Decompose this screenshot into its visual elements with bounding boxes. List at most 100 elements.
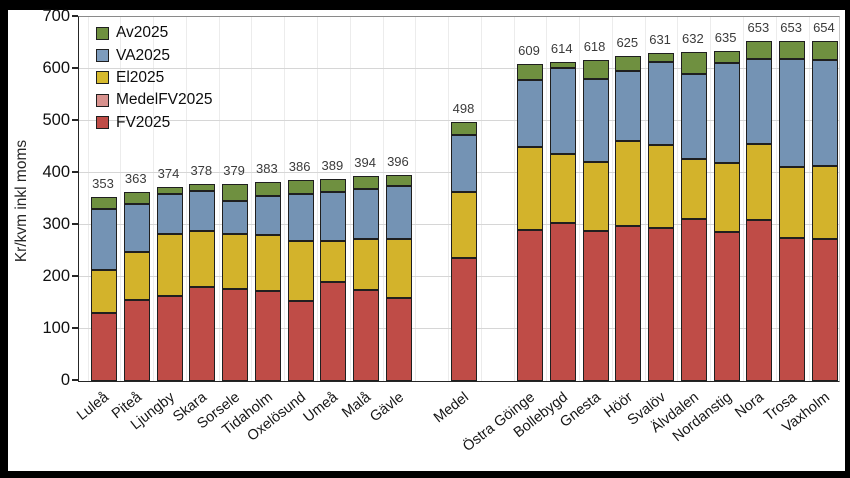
bar-total-label: 498 xyxy=(452,101,475,116)
vertical-gridline xyxy=(677,17,679,381)
bar-total-label: 635 xyxy=(714,30,737,45)
bar-segment-fv2025 xyxy=(222,289,249,381)
bar-sval-v xyxy=(648,53,675,381)
bar-segment-av2025 xyxy=(680,52,707,74)
bar-segment-fv2025 xyxy=(680,219,707,381)
bar-segment-va2025 xyxy=(222,201,249,234)
bar-segment-fv2025 xyxy=(156,296,183,381)
bar-total-label: 363 xyxy=(124,171,147,186)
vertical-gridline xyxy=(87,17,89,381)
bar-segment-va2025 xyxy=(582,79,609,162)
y-tick-mark xyxy=(72,119,78,121)
bar-segment-av2025 xyxy=(517,64,543,80)
bar-segment-av2025 xyxy=(287,180,314,194)
vertical-gridline xyxy=(120,17,122,381)
y-tick-mark xyxy=(72,67,78,69)
x-tick-label: Vaxholm xyxy=(677,388,832,436)
y-tick-mark xyxy=(72,379,78,381)
vertical-gridline xyxy=(185,17,187,381)
y-tick-mark xyxy=(72,223,78,225)
vertical-gridline xyxy=(611,17,613,381)
bar-total-label: 609 xyxy=(518,43,540,58)
legend-item-va2025: VA2025 xyxy=(96,44,213,66)
bar-segment-fv2025 xyxy=(549,223,576,381)
bar-total-label: 374 xyxy=(157,166,180,181)
bar-segment-fv2025 xyxy=(254,291,281,381)
bar-gnesta xyxy=(582,60,609,381)
bar-segment-el2025 xyxy=(779,167,806,238)
y-tick-label: 300 xyxy=(42,215,70,233)
vertical-gridline xyxy=(218,17,220,381)
bar-segment-el2025 xyxy=(648,145,675,228)
bar-g-vle xyxy=(385,175,412,381)
bar-total-label: 379 xyxy=(223,163,245,178)
vertical-gridline xyxy=(349,17,351,381)
bar-segment-el2025 xyxy=(189,231,216,287)
y-tick-mark xyxy=(72,327,78,329)
bar-segment-av2025 xyxy=(451,122,478,135)
bar-ume- xyxy=(320,179,347,381)
y-tick-mark xyxy=(72,171,78,173)
bar-segment-va2025 xyxy=(123,204,150,252)
bar-segment-va2025 xyxy=(811,60,838,166)
bar-segment-el2025 xyxy=(451,192,478,258)
bar-total-label: 618 xyxy=(583,39,606,54)
bar-total-label: 394 xyxy=(354,155,376,170)
bar-segment-va2025 xyxy=(91,209,117,270)
chart-canvas: Kr/kvm inkl moms Av2025 VA2025 El2025 Medel… xyxy=(8,7,845,471)
bar-total-label: 386 xyxy=(288,159,311,174)
bar-medel xyxy=(451,122,478,381)
bar-segment-av2025 xyxy=(254,182,281,196)
bar-segment-av2025 xyxy=(123,192,150,204)
bar-segment-va2025 xyxy=(254,196,281,235)
bar-segment-va2025 xyxy=(451,135,478,192)
bar-segment-va2025 xyxy=(549,68,576,154)
bar-segment-el2025 xyxy=(91,270,117,313)
bar-lule- xyxy=(91,197,117,381)
bar-segment-va2025 xyxy=(353,189,380,239)
bar-segment-fv2025 xyxy=(123,300,150,381)
vertical-gridline xyxy=(579,17,581,381)
vertical-gridline xyxy=(284,17,286,381)
y-tick-label: 100 xyxy=(42,319,70,337)
bar-segment-av2025 xyxy=(713,51,740,63)
bar-pite- xyxy=(123,192,150,381)
y-tick-label: 0 xyxy=(60,371,70,389)
bar-segment-va2025 xyxy=(517,80,543,147)
bar-total-label: 632 xyxy=(682,31,704,46)
bar-segment-el2025 xyxy=(320,241,347,282)
y-tick-mark xyxy=(72,15,78,17)
bar-segment-fv2025 xyxy=(353,290,380,381)
bar-segment-va2025 xyxy=(156,194,183,234)
bar-total-label: 614 xyxy=(550,41,573,56)
legend-swatch xyxy=(96,26,109,40)
bar-vaxholm xyxy=(811,41,838,381)
bar-segment-va2025 xyxy=(287,194,314,241)
y-axis-title: Kr/kvm inkl moms xyxy=(13,139,30,263)
plot-area xyxy=(78,16,840,382)
bar-segment-av2025 xyxy=(189,184,216,191)
vertical-gridline xyxy=(415,17,417,381)
bar-mal- xyxy=(353,176,380,381)
bar-segment-va2025 xyxy=(779,59,806,167)
bar-segment-va2025 xyxy=(713,63,740,163)
legend-item-av2025: Av2025 xyxy=(96,22,213,44)
bar-segment-el2025 xyxy=(123,252,150,300)
legend-item-medelfv2025: MedelFV2025 xyxy=(96,89,213,111)
bar-segment-el2025 xyxy=(746,144,773,220)
bar-segment-el2025 xyxy=(713,163,740,232)
legend-swatch xyxy=(96,116,109,130)
bar-segment-av2025 xyxy=(385,175,412,186)
y-tick-label: 400 xyxy=(42,163,70,181)
bar-segment-va2025 xyxy=(648,62,675,145)
legend-item-fv2025: FV2025 xyxy=(96,112,213,134)
legend-item-el2025: El2025 xyxy=(96,67,213,89)
bar-segment-el2025 xyxy=(582,162,609,231)
bar-segment-fv2025 xyxy=(189,287,216,381)
bar--stra-g-inge xyxy=(517,64,543,381)
bar-segment-el2025 xyxy=(385,239,412,298)
bar-total-label: 653 xyxy=(780,20,802,35)
y-tick-label: 700 xyxy=(42,7,70,25)
bar-trosa xyxy=(779,41,806,381)
vertical-gridline xyxy=(775,17,777,381)
